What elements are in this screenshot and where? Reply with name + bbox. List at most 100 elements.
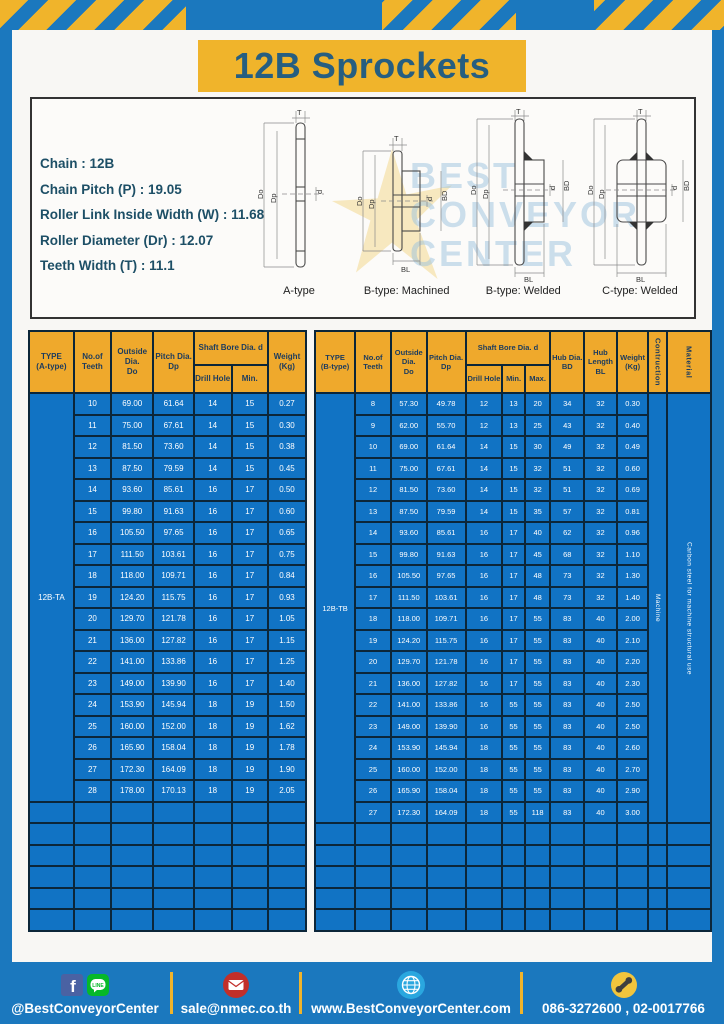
table-cell: 164.09 (425, 800, 467, 824)
table-cell: 17 (230, 628, 269, 652)
empty-row (28, 843, 308, 867)
table-cell (389, 886, 428, 910)
table-cell: 129.70 (110, 607, 155, 631)
table-cell (110, 800, 155, 824)
table-cell: 1.05 (266, 607, 308, 631)
svg-text:f: f (70, 977, 76, 996)
table-cell (192, 800, 233, 824)
table-cell: 81.50 (389, 478, 428, 502)
table-cell (314, 843, 356, 867)
table-cell (464, 822, 504, 846)
col-max: Max. (523, 364, 552, 394)
table-cell (647, 886, 668, 910)
table-cell: 136.00 (110, 628, 155, 652)
table-cell: 99.80 (110, 499, 155, 523)
svg-text:BL: BL (636, 275, 645, 283)
table-cell: 16 (72, 521, 113, 545)
table-cell: 69.00 (110, 392, 155, 416)
table-a-header: TYPE (A-type) No.of Teeth Outside Dia. D… (28, 330, 308, 394)
table-row: 14 93.60 85.61 16 17 40 62 32 0.96 (315, 521, 711, 545)
col-construction: Contruction (647, 330, 668, 394)
table-a-body: 12B-TA 10 69.00 61.64 14 15 0.27 11 75.00 67.61 14… (28, 392, 308, 932)
table-cell: 32 (583, 456, 618, 480)
footer-divider (520, 972, 523, 1014)
table-cell: 0.93 (266, 585, 308, 609)
globe-icon[interactable] (397, 971, 425, 999)
table-cell (28, 908, 75, 932)
spec-line: Roller Diameter (Dr) : 12.07 (40, 232, 214, 248)
table-cell: 8 (353, 392, 392, 416)
table-cell: 165.90 (389, 779, 428, 803)
empty-row (28, 822, 308, 846)
table-cell: 109.71 (152, 564, 195, 588)
table-cell: 17 (230, 478, 269, 502)
footer-email-text[interactable]: sale@nmec.co.th (180, 1001, 292, 1016)
footer-social-handle[interactable]: @BestConveyorCenter (11, 1001, 159, 1016)
footer-website-text[interactable]: www.BestConveyorCenter.com (311, 1001, 511, 1016)
table-cell (152, 800, 195, 824)
footer-website[interactable]: www.BestConveyorCenter.com (302, 970, 520, 1016)
mail-icon[interactable] (223, 972, 249, 998)
table-cell: 13 (501, 413, 526, 437)
phone-icon[interactable] (610, 972, 637, 998)
table-cell: 18 (72, 564, 113, 588)
table-cell: 32 (583, 542, 618, 566)
svg-text:Dp: Dp (597, 189, 606, 199)
table-cell: 26 (72, 736, 113, 760)
table-cell (152, 908, 195, 932)
col-min: Min. (230, 364, 269, 394)
table-cell: 62 (549, 521, 586, 545)
table-row: 12B-TB 8 57.30 49.78 12 13 20 34 32 0.30 Machine Ca… (314, 392, 713, 824)
line-icon[interactable]: LINE (87, 974, 109, 996)
table-cell: 18 (192, 757, 233, 781)
table-cell: 83 (549, 628, 586, 652)
table-cell: 55 (523, 628, 552, 652)
table-cell: 2.70 (615, 757, 650, 781)
facebook-icon[interactable]: f (61, 974, 83, 996)
table-cell: 32 (583, 499, 618, 523)
table-cell (28, 886, 75, 910)
table-cell: 118.00 (389, 607, 428, 631)
table-cell (110, 886, 155, 910)
col-hub-length: Hub Length BL (583, 330, 618, 394)
empty-row (314, 908, 713, 932)
table-cell: 79.59 (152, 456, 195, 480)
table-cell: 17 (230, 499, 269, 523)
table-cell: 61.64 (152, 392, 195, 416)
table-cell (266, 843, 308, 867)
table-cell: 12 (464, 413, 504, 437)
table-cell: 118.00 (110, 564, 155, 588)
table-cell (523, 886, 552, 910)
table-cell: 0.81 (615, 499, 650, 523)
table-cell: 17 (501, 521, 526, 545)
footer-email[interactable]: sale@nmec.co.th (173, 970, 299, 1016)
table-cell (192, 822, 233, 846)
table-row: 19 124.20 115.75 16 17 55 83 40 2.10 (315, 628, 711, 652)
c-type-welded-drawing: T Do (588, 107, 691, 283)
table-cell (615, 822, 650, 846)
table-cell: 0.45 (266, 456, 308, 480)
table-cell: 16 (464, 714, 504, 738)
table-cell (266, 800, 308, 824)
table-cell (353, 908, 392, 932)
table-cell: 67.61 (152, 413, 195, 437)
table-cell (425, 865, 467, 889)
table-cell: 40 (583, 800, 618, 824)
col-pitch-dia: Pitch Dia. Dp (152, 330, 195, 394)
table-cell (583, 843, 618, 867)
table-cell: 22 (72, 650, 113, 674)
table-cell: 133.86 (425, 693, 467, 717)
table-cell: 13 (353, 499, 392, 523)
table-row: 18 118.00 109.71 16 17 55 83 40 2.00 (315, 607, 711, 631)
footer-social[interactable]: f LINE @BestConveyorCenter (0, 970, 170, 1016)
footer-bar: f LINE @BestConveyorCenter sale (0, 962, 724, 1024)
table-cell: 16 (464, 564, 504, 588)
table-cell: 49 (549, 435, 586, 459)
footer-phone[interactable]: 086-3272600 , 02-0017766 (523, 970, 724, 1016)
table-cell: 172.30 (110, 757, 155, 781)
empty-row (28, 908, 308, 932)
footer-phone-numbers[interactable]: 086-3272600 , 02-0017766 (542, 1001, 705, 1016)
table-cell: 40 (583, 607, 618, 631)
table-cell: 0.30 (266, 413, 308, 437)
